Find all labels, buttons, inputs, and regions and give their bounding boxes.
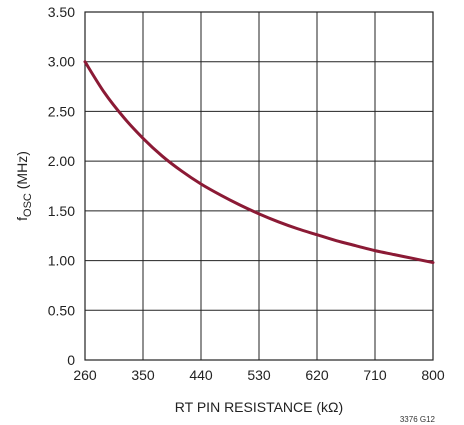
y-axis-title-suffix: (MHz) (14, 151, 30, 193)
y-tick-label: 2.50 (48, 103, 75, 119)
y-tick-label: 2.00 (48, 153, 75, 169)
x-tick-label: 530 (247, 367, 271, 383)
y-tick-label: 1.00 (48, 253, 75, 269)
y-tick-label: 1.50 (48, 203, 75, 219)
plot-frame (84, 11, 434, 361)
x-tick-label: 440 (189, 367, 213, 383)
x-tick-label: 800 (421, 367, 445, 383)
y-tick-labels: 0 0.50 1.00 1.50 2.00 2.50 3.00 3.50 (48, 4, 75, 368)
y-tick-label: 3.50 (48, 4, 75, 20)
y-tick-label: 0.50 (48, 302, 75, 318)
x-tick-labels: 260 350 440 530 620 710 800 (73, 367, 445, 383)
x-tick-label: 260 (73, 367, 97, 383)
figure-id: 3376 G12 (400, 415, 436, 424)
x-tick-label: 620 (305, 367, 329, 383)
y-axis-title: fOSC (MHz) (14, 151, 34, 221)
y-tick-label: 3.00 (48, 54, 75, 70)
y-tick-label: 0 (67, 352, 75, 368)
x-tick-label: 710 (363, 367, 387, 383)
y-axis-title-prefix: f (14, 217, 30, 221)
x-tick-label: 350 (131, 367, 155, 383)
x-axis-title: RT PIN RESISTANCE (kΩ) (175, 399, 343, 415)
series-layer (83, 60, 435, 265)
series-line (83, 60, 435, 265)
grid (84, 11, 434, 361)
y-axis-title-subscript: OSC (22, 193, 34, 217)
